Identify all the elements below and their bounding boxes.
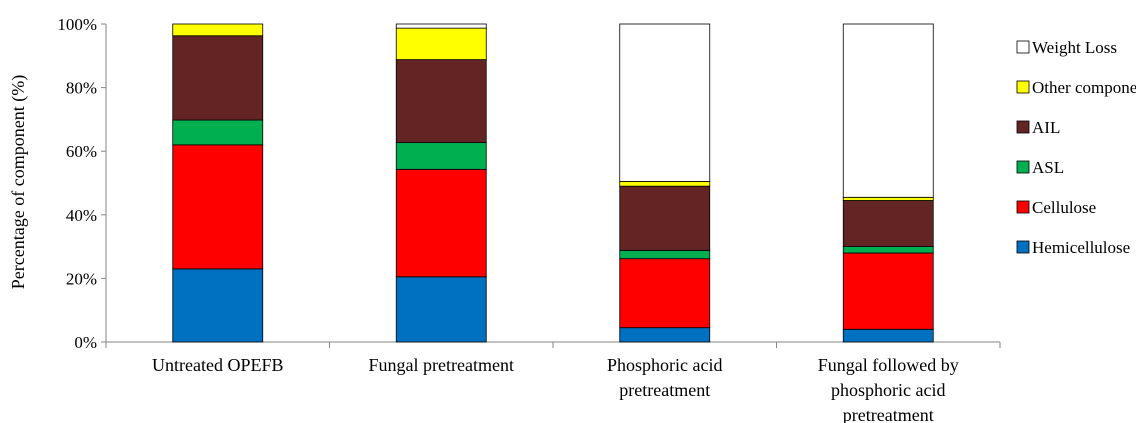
legend-swatch xyxy=(1016,120,1030,134)
bar-segment-asl xyxy=(395,142,487,170)
bar-segment-other-components xyxy=(842,196,934,201)
legend-label: AIL xyxy=(1032,118,1060,137)
legend-swatch xyxy=(1016,200,1030,214)
y-tick-label: 100% xyxy=(57,15,97,34)
legend-label: ASL xyxy=(1032,158,1064,177)
bar-segment-weight-loss xyxy=(842,23,934,198)
bar-segment-hemicellulose xyxy=(395,276,487,343)
bar-segment-other-components xyxy=(619,181,711,187)
x-axis xyxy=(105,341,1001,348)
y-tick-label: 20% xyxy=(66,269,97,288)
x-category-label: Phosphoric acid pretreatment xyxy=(607,355,722,400)
y-axis-title: Percentage of component (%) xyxy=(8,75,29,289)
x-category-label: Untreated OPEFB xyxy=(152,355,283,375)
y-axis: 0% 20% 40% 60% 80% 100% xyxy=(57,15,107,352)
bar-segment-asl xyxy=(619,250,711,260)
bar-segment-ail xyxy=(842,200,934,248)
bar-segment-cellulose xyxy=(619,258,711,329)
x-category-label: Fungal pretreatment xyxy=(369,355,514,375)
bar-stack xyxy=(395,23,487,343)
legend-label: Cellulose xyxy=(1032,198,1096,217)
x-category-label: Fungal followed by phosphoric acid pretrea… xyxy=(818,355,959,423)
bars xyxy=(172,23,934,343)
bar-segment-hemicellulose xyxy=(619,327,711,343)
y-tick-label: 0% xyxy=(74,333,97,352)
legend-swatch xyxy=(1016,80,1030,94)
bar-segment-cellulose xyxy=(395,168,487,278)
bar-segment-ail xyxy=(619,185,711,251)
legend-item-ail: AIL xyxy=(1016,118,1060,137)
y-tick-label: 40% xyxy=(66,206,97,225)
legend-item-other-components: Other components xyxy=(1016,78,1136,97)
legend-item-cellulose: Cellulose xyxy=(1016,198,1096,217)
y-tick-label: 80% xyxy=(66,79,97,98)
bar-segment-cellulose xyxy=(842,252,934,330)
bar-segment-hemicellulose xyxy=(172,268,264,343)
legend-item-asl: ASL xyxy=(1016,158,1064,177)
legend-item-weight-loss: Weight Loss xyxy=(1016,38,1117,57)
legend-swatch xyxy=(1016,40,1030,54)
bar-segment-other-components xyxy=(172,23,264,37)
bar-segment-weight-loss xyxy=(395,23,487,29)
bar-segment-asl xyxy=(842,246,934,254)
bar-segment-ail xyxy=(395,59,487,144)
legend-item-hemicellulose: Hemicellulose xyxy=(1016,238,1130,257)
bar-segment-cellulose xyxy=(172,144,264,270)
bar-segment-hemicellulose xyxy=(842,328,934,343)
bar-stack xyxy=(172,23,264,343)
legend-swatch xyxy=(1016,240,1030,254)
y-tick-label: 60% xyxy=(66,142,97,161)
legend: Weight Loss Other components AIL ASL Cellulo… xyxy=(1016,38,1136,257)
legend-label: Weight Loss xyxy=(1032,38,1117,57)
legend-label: Other components xyxy=(1032,78,1136,97)
category-labels: Untreated OPEFB Fungal pretreatment Phosph… xyxy=(152,355,959,423)
bar-segment-asl xyxy=(172,119,264,146)
bar-segment-ail xyxy=(172,35,264,121)
legend-label: Hemicellulose xyxy=(1032,238,1130,257)
legend-swatch xyxy=(1016,160,1030,174)
bar-segment-other-components xyxy=(395,27,487,61)
bar-stack xyxy=(619,23,711,343)
bar-segment-weight-loss xyxy=(619,23,711,182)
bar-stack xyxy=(842,23,934,343)
